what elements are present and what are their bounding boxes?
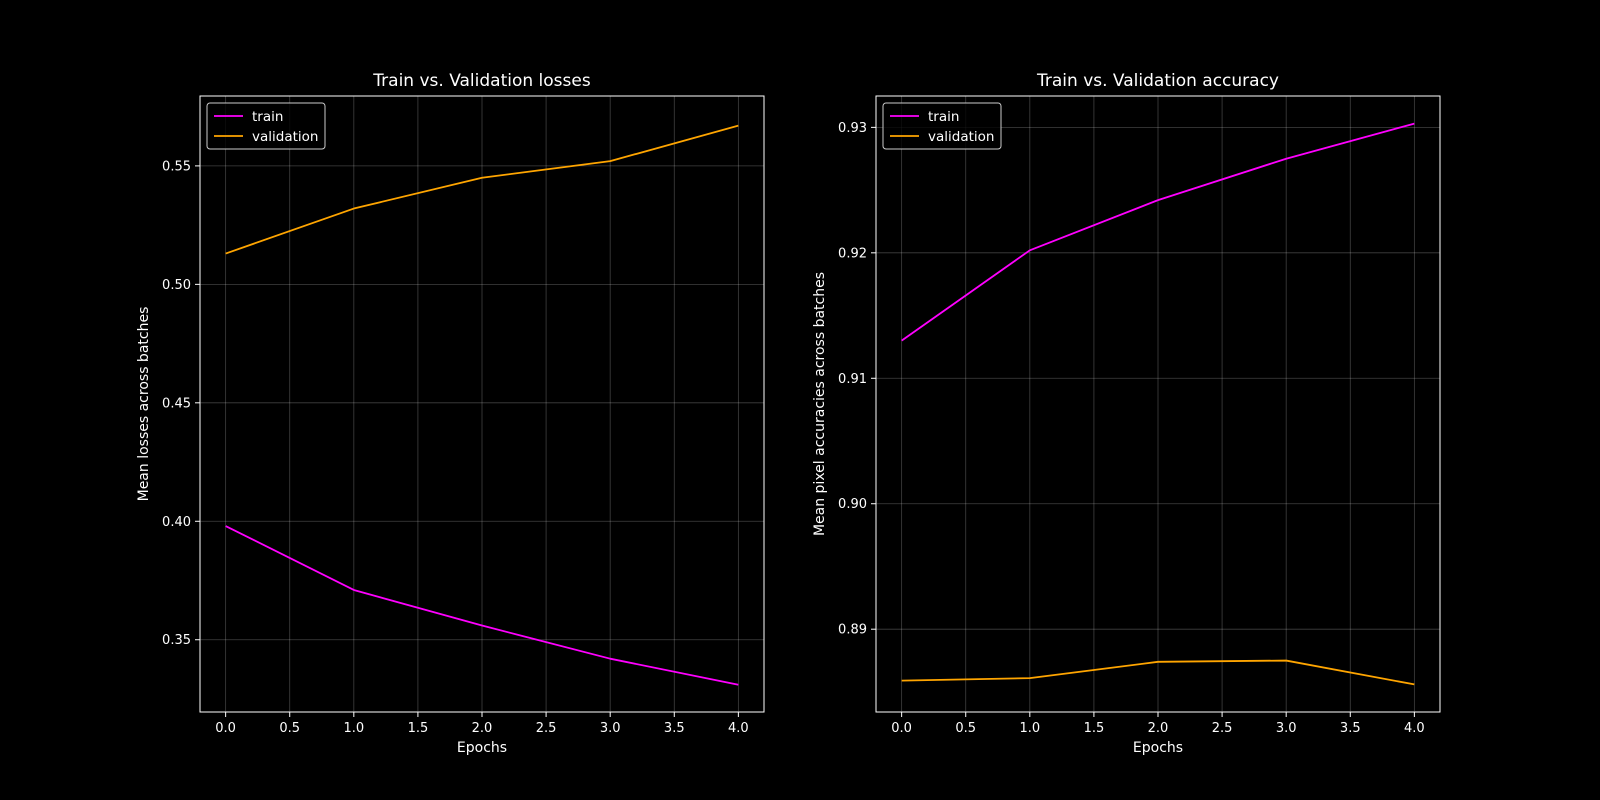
accuracy-chart: Train vs. Validation accuracy 0.0 0.5 1.0 1… [812,71,1441,756]
legend-label-validation: validation [252,129,318,145]
accuracy-chart-legend: train validation [882,102,1002,150]
x-tick-label: 3.0 [600,721,621,736]
legend-label-validation: validation [928,129,994,145]
accuracy-chart-legend-box [882,102,1002,150]
y-tick-label: 0.91 [838,372,867,387]
x-tick-label: 1.5 [1084,721,1105,736]
x-tick-label: 1.5 [408,721,429,736]
loss-chart-legend-box [206,102,326,150]
series-line-train [901,122,1415,342]
accuracy-chart-y-ticks: 0.89 0.90 0.91 0.92 0.93 [838,121,876,638]
x-tick-label: 0.5 [279,721,300,736]
y-tick-label: 0.93 [838,121,867,136]
legend-label-train: train [252,109,283,125]
loss-chart-y-ticks: 0.35 0.40 0.45 0.50 0.55 [162,159,200,648]
x-tick-label: 0.5 [955,721,976,736]
loss-chart-y-axis-label: Mean losses across batches [136,307,152,502]
x-tick-label: 3.0 [1276,721,1297,736]
x-tick-label: 0.0 [891,721,912,736]
series-line-validation [225,124,739,255]
x-tick-label: 3.5 [664,721,685,736]
x-tick-label: 1.0 [1019,721,1040,736]
loss-chart-grid [200,96,764,712]
x-tick-label: 2.5 [536,721,557,736]
accuracy-chart-title: Train vs. Validation accuracy [1036,71,1279,91]
y-tick-label: 0.45 [162,396,191,411]
y-tick-label: 0.40 [162,515,191,530]
legend-label-train: train [928,109,959,125]
y-tick-label: 0.90 [838,497,867,512]
accuracy-chart-x-ticks: 0.0 0.5 1.0 1.5 2.0 2.5 3.0 3.5 4.0 [891,712,1425,736]
y-tick-label: 0.35 [162,633,191,648]
x-tick-label: 0.0 [215,721,236,736]
x-tick-label: 2.5 [1212,721,1233,736]
x-tick-label: 1.0 [343,721,364,736]
x-tick-label: 4.0 [1404,721,1425,736]
x-tick-label: 2.0 [472,721,493,736]
accuracy-chart-y-axis-label: Mean pixel accuracies across batches [812,272,828,536]
series-line-train [225,525,739,686]
loss-chart-x-axis-label: Epochs [457,740,507,756]
loss-chart-x-ticks: 0.0 0.5 1.0 1.5 2.0 2.5 3.0 3.5 4.0 [215,712,749,736]
loss-chart-series [225,124,739,686]
accuracy-chart-series [901,122,1415,686]
x-tick-label: 4.0 [728,721,749,736]
loss-chart-legend: train validation [206,102,326,150]
y-tick-label: 0.92 [838,246,867,261]
x-tick-label: 2.0 [1148,721,1169,736]
series-line-validation [901,659,1415,686]
x-tick-label: 3.5 [1340,721,1361,736]
accuracy-chart-grid [876,96,1440,712]
accuracy-chart-x-axis-label: Epochs [1133,740,1183,756]
loss-chart-title: Train vs. Validation losses [372,71,591,91]
loss-chart: Train vs. Validation losses 0.0 0.5 1.0 1.5… [136,71,765,756]
y-tick-label: 0.89 [838,623,867,638]
y-tick-label: 0.55 [162,159,191,174]
y-tick-label: 0.50 [162,278,191,293]
